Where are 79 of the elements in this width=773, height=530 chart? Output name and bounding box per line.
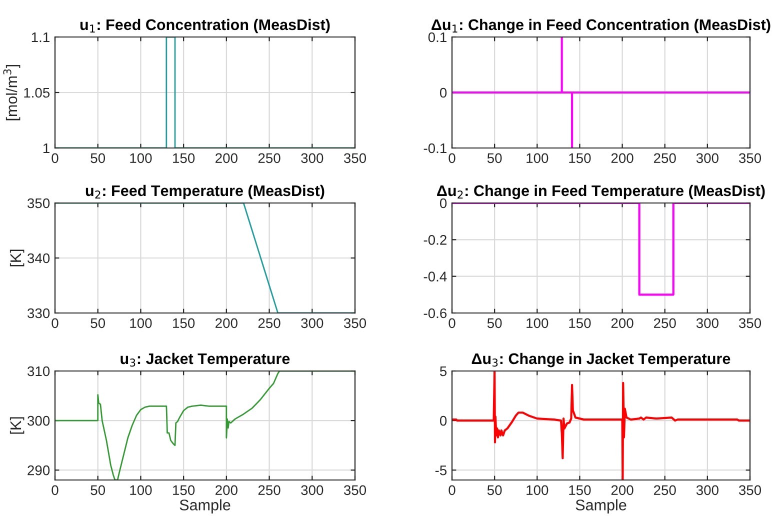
- x-tick-label: 200: [611, 485, 634, 496]
- chart-title: u$_{1}$: Feed Concentration (MeasDist): [80, 18, 330, 34]
- chart-title: Δu$_{2}$: Change in Feed Temperature (MeasDist): [437, 184, 765, 200]
- x-tick-label: 0: [448, 318, 456, 328]
- x-tick-label: 300: [696, 318, 718, 328]
- x-tick-label: 350: [344, 153, 366, 164]
- x-tick-label: 150: [173, 485, 195, 496]
- y-tick-label: 1: [43, 143, 50, 154]
- x-tick-label: 150: [173, 153, 195, 164]
- x-tick-label: 250: [258, 318, 280, 328]
- x-tick-label: 250: [258, 485, 280, 496]
- line-series: [452, 371, 750, 480]
- y-tick-label: 1.05: [24, 88, 50, 98]
- x-tick-label: 100: [130, 153, 152, 164]
- y-axis-title: [K]: [10, 417, 24, 434]
- y-tick-label: -0.2: [424, 235, 446, 245]
- x-tick-label: 150: [569, 485, 591, 496]
- x-tick-label: 250: [654, 318, 676, 328]
- x-tick-label: 250: [654, 153, 676, 164]
- x-tick-label: 0: [448, 485, 456, 496]
- x-tick-label: 350: [738, 153, 762, 164]
- chart-title: u$_{2}$: Feed Temperature (MeasDist): [86, 184, 324, 200]
- x-tick-label: 100: [526, 318, 548, 328]
- x-tick-label: 50: [487, 485, 502, 496]
- y-tick-label: -0.1: [424, 143, 446, 154]
- x-axis-title: Sample: [576, 499, 626, 514]
- x-tick-label: 350: [738, 485, 762, 496]
- chart-title: u$_{3}$: Jacket Temperature: [120, 352, 290, 368]
- y-tick-label: 290: [28, 465, 50, 476]
- x-tick-label: 0: [52, 153, 58, 164]
- x-tick-label: 300: [301, 318, 324, 328]
- chart-title: Δu$_{1}$: Change in Feed Concentration (MeasDist): [432, 18, 770, 34]
- x-tick-label: 350: [344, 485, 366, 496]
- x-tick-label: 100: [130, 318, 152, 328]
- y-axis-title: [mol/m$^{3}$]: [3, 64, 20, 120]
- y-tick-label: 0: [440, 416, 447, 426]
- y-tick-label: 0: [440, 88, 447, 98]
- y-tick-label: 310: [28, 366, 50, 376]
- x-tick-label: 300: [301, 153, 324, 164]
- y-axis-title: [K]: [10, 250, 24, 266]
- x-tick-label: 150: [569, 318, 591, 328]
- x-tick-label: 200: [216, 153, 238, 164]
- y-tick-label: 300: [28, 416, 50, 426]
- x-tick-label: 300: [301, 485, 324, 496]
- y-tick-label: 0: [440, 198, 447, 208]
- y-tick-label: 330: [28, 308, 50, 318]
- x-tick-label: 200: [611, 318, 634, 328]
- chart-title: Δu$_{3}$: Change in Jacket Temperature: [472, 352, 730, 368]
- x-tick-label: 50: [90, 153, 106, 164]
- y-tick-label: -0.6: [424, 308, 447, 318]
- y-tick-label: 0.1: [428, 32, 446, 42]
- x-tick-label: 300: [696, 153, 718, 164]
- x-tick-label: 150: [173, 318, 195, 328]
- x-tick-label: 50: [487, 153, 502, 164]
- x-tick-label: 200: [611, 153, 634, 164]
- y-tick-label: 5: [440, 366, 447, 376]
- x-tick-label: 250: [654, 485, 676, 496]
- x-tick-label: 250: [258, 153, 280, 164]
- x-tick-label: 350: [344, 318, 366, 328]
- x-tick-label: 100: [526, 485, 548, 496]
- x-tick-label: 100: [130, 485, 152, 496]
- x-tick-label: 50: [90, 485, 106, 496]
- x-tick-label: 300: [696, 485, 718, 496]
- x-tick-label: 0: [52, 485, 58, 496]
- x-tick-label: 150: [569, 153, 591, 164]
- x-tick-label: 350: [738, 318, 762, 328]
- y-tick-label: 350: [28, 198, 50, 208]
- y-tick-label: 1.1: [32, 32, 50, 42]
- y-tick-label: 340: [28, 253, 50, 264]
- x-tick-label: 50: [487, 318, 502, 328]
- x-tick-label: 50: [90, 318, 106, 328]
- x-tick-label: 100: [526, 153, 548, 164]
- x-axis-title: Sample: [180, 499, 230, 514]
- y-tick-label: -5: [435, 466, 447, 476]
- y-tick-label: -0.4: [424, 272, 447, 282]
- x-tick-label: 200: [216, 318, 238, 328]
- x-tick-label: 0: [448, 153, 456, 164]
- x-tick-label: 200: [216, 485, 238, 496]
- x-tick-label: 0: [52, 318, 58, 328]
